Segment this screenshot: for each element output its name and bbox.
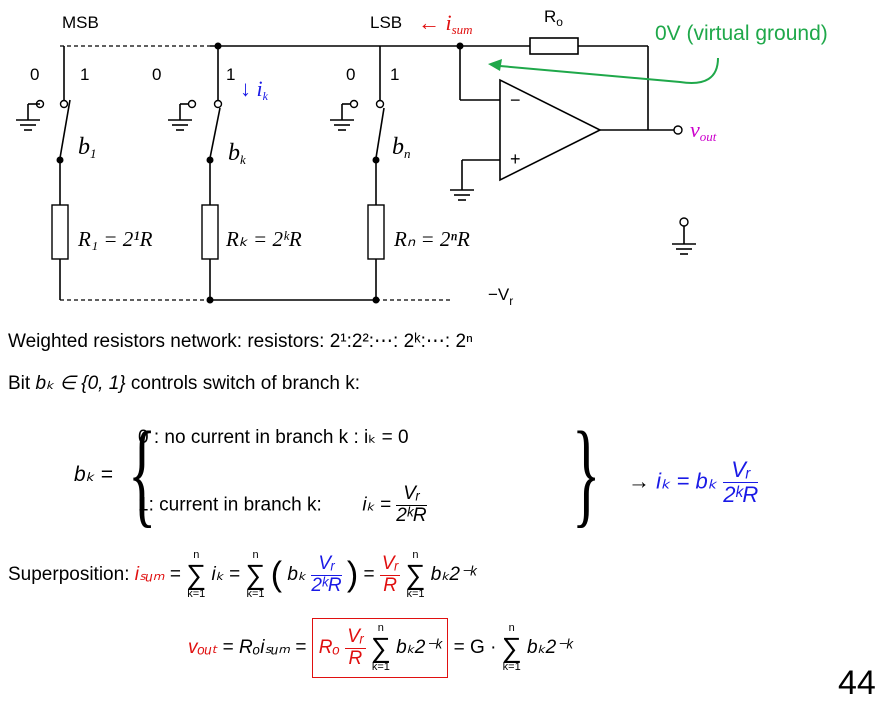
highlighted-gain-box: Rₒ Vᵣ R n ∑ k=1 bₖ2⁻ᵏ [311,618,449,678]
isum-label: ← isum [418,10,473,37]
bk-label: bk [228,140,246,167]
ik-result: → iₖ = bₖ Vᵣ 2ᵏR [628,457,759,508]
branch-n: 0 1 bn Rₙ = 2ⁿR [330,46,470,300]
case-zero: 0 : no current in branch k : iₖ = 0 [138,427,409,448]
page-number: 44 [838,664,876,702]
virtual-ground-arrow [499,57,719,84]
dac-circuit-diagram: MSB LSB ← isum Ro 0V (virtual ground) − … [16,7,828,308]
msb-label: MSB [62,13,99,32]
bit-control-line: Bit bₖ ∈ {0, 1} controls switch of branc… [8,373,361,394]
right-brace: } [572,407,601,538]
left-brace: { [128,407,157,538]
svg-text:0: 0 [346,65,355,84]
resistor-ratio-line: Weighted resistors network: resistors: 2… [8,331,473,352]
vout-label: vout [690,117,717,144]
op-amp [499,78,602,182]
ik-fraction: Vᵣ 2ᵏR [396,483,427,526]
rn-label: Rₙ = 2ⁿR [393,227,470,251]
vr-label: −Vr [488,285,513,308]
opamp-minus: − [510,90,521,110]
branch-k: 0 1 ↓ ik bk Rₖ = 2ᵏR [152,46,302,300]
superposition-line: Superposition: iₛᵤₘ = n ∑ k=1 iₖ = n ∑ k=1 (… [8,549,476,600]
ik-arrow-label: ↓ ik [240,76,269,103]
rk-label: Rₖ = 2ᵏR [225,227,302,251]
svg-text:0: 0 [152,65,161,84]
bk-def-lhs: bₖ = [74,463,113,486]
branch-1: 0 1 b1 R₁ = 2¹R [16,46,153,300]
r0-label: Ro [544,7,563,29]
virtual-ground-label: 0V (virtual ground) [655,22,828,45]
lsb-label: LSB [370,13,402,32]
svg-text:1: 1 [226,65,235,84]
svg-text:1: 1 [80,65,89,84]
svg-text:1: 1 [390,65,399,84]
opamp-plus: + [510,149,521,169]
svg-text:0: 0 [30,65,39,84]
b1-label: b1 [78,134,97,161]
r1-label: R₁ = 2¹R [77,227,153,251]
bn-label: bn [392,134,411,161]
case-one: 1: current in branch k: iₖ = Vᵣ 2ᵏR [138,483,427,526]
vout-line: vₒᵤₜ = Rₒiₛᵤₘ = Rₒ Vᵣ R n ∑ k=1 bₖ2⁻ᵏ = G ·… [188,618,572,678]
r0-resistor [529,37,579,55]
